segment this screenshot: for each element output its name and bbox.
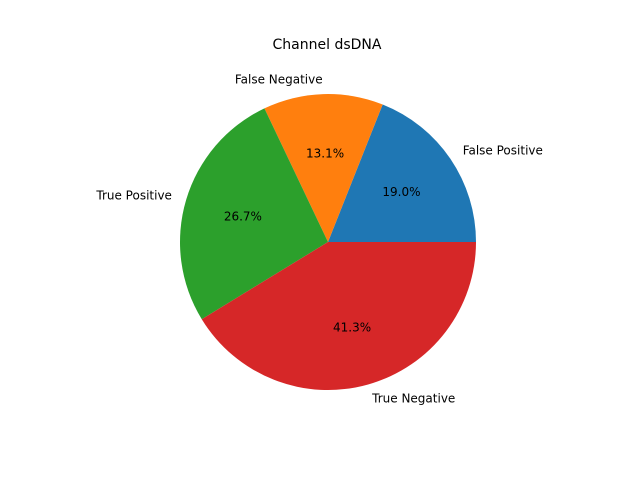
percent-label-true-positive: 26.7% bbox=[224, 210, 262, 224]
chart-title: Channel dsDNA bbox=[273, 37, 382, 53]
percent-label-true-negative: 41.3% bbox=[333, 320, 371, 334]
pie-slice-true-positive bbox=[180, 108, 328, 320]
percent-labels: 19.0% 13.1% 26.7% 41.3% bbox=[224, 146, 421, 334]
pie-slice-false-negative bbox=[264, 94, 383, 242]
slice-label-false-negative: False Negative bbox=[235, 72, 323, 86]
pie-slice-false-positive bbox=[328, 104, 476, 242]
slice-labels: False Positive False Negative True Positiv… bbox=[95, 72, 543, 405]
slice-label-false-positive: False Positive bbox=[463, 144, 543, 158]
pie-slice-true-negative bbox=[201, 242, 476, 390]
percent-label-false-positive: 19.0% bbox=[382, 185, 420, 199]
slice-label-true-negative: True Negative bbox=[371, 392, 455, 406]
slice-label-true-positive: True Positive bbox=[95, 189, 172, 203]
pie-slices bbox=[180, 94, 476, 390]
percent-label-false-negative: 13.1% bbox=[306, 146, 344, 160]
